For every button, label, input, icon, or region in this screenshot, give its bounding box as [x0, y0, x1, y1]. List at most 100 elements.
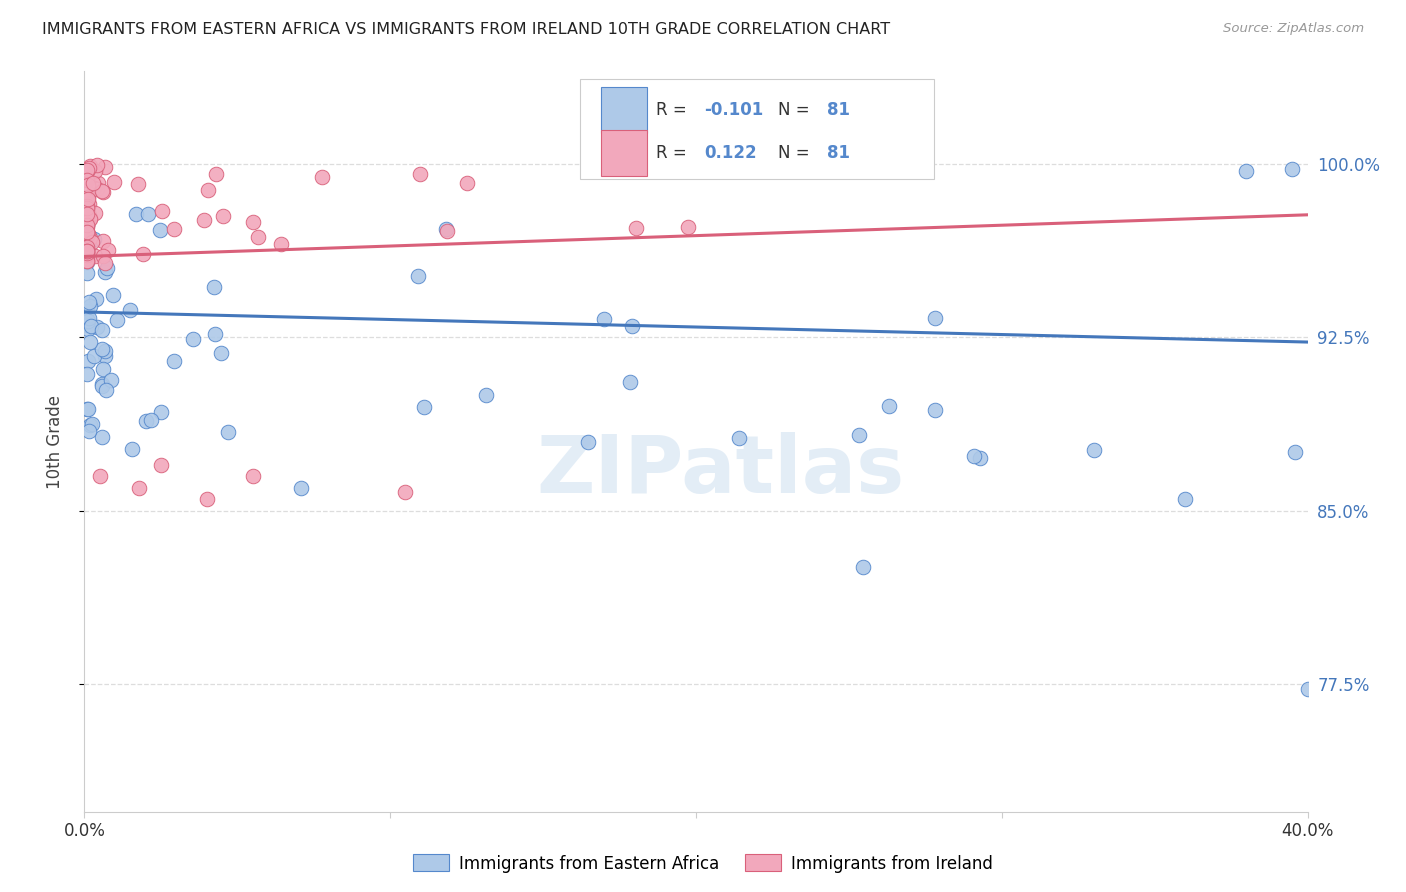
Point	[127, 177, 149, 191]
Point	[76, 226, 98, 240]
Point	[79, 234, 101, 248]
Point	[619, 375, 641, 389]
Point	[91, 234, 114, 248]
Point	[76, 401, 98, 416]
Point	[76, 235, 98, 250]
Point	[852, 559, 875, 574]
Point	[290, 481, 312, 495]
Point	[90, 379, 112, 393]
Point	[77, 161, 100, 175]
Point	[79, 231, 101, 245]
Point	[79, 311, 101, 326]
Point	[456, 176, 478, 190]
Text: R =: R =	[655, 144, 697, 161]
Point	[149, 223, 172, 237]
Point	[97, 244, 120, 258]
Point	[475, 388, 498, 402]
Point	[86, 158, 108, 172]
Point	[217, 425, 239, 439]
Point	[76, 242, 98, 256]
Point	[79, 211, 101, 225]
Point	[76, 242, 98, 256]
Point	[77, 192, 100, 206]
Point	[76, 244, 98, 259]
Point	[83, 249, 105, 263]
Point	[76, 254, 98, 268]
Point	[576, 434, 599, 449]
Point	[1236, 164, 1258, 178]
Point	[76, 304, 98, 318]
Point	[120, 302, 142, 317]
Point	[77, 178, 100, 193]
Point	[76, 237, 98, 252]
Point	[212, 209, 235, 223]
Point	[962, 449, 984, 463]
Point	[84, 164, 107, 178]
Point	[76, 170, 98, 185]
Point	[79, 211, 101, 226]
Point	[83, 232, 105, 246]
Point	[1296, 682, 1319, 697]
Point	[76, 199, 98, 213]
Point	[1281, 161, 1303, 176]
Point	[91, 342, 114, 356]
Text: N =: N =	[778, 144, 815, 161]
Point	[86, 320, 108, 334]
Point	[83, 349, 105, 363]
Point	[76, 202, 98, 217]
Text: Source: ZipAtlas.com: Source: ZipAtlas.com	[1223, 22, 1364, 36]
Text: IMMIGRANTS FROM EASTERN AFRICA VS IMMIGRANTS FROM IRELAND 10TH GRADE CORRELATION: IMMIGRANTS FROM EASTERN AFRICA VS IMMIGR…	[42, 22, 890, 37]
Text: ZIPatlas: ZIPatlas	[536, 432, 904, 510]
Point	[80, 417, 103, 432]
Point	[149, 458, 172, 472]
Point	[90, 430, 112, 444]
Point	[79, 318, 101, 333]
Point	[96, 260, 118, 275]
Point	[209, 346, 232, 360]
Point	[77, 227, 100, 242]
Point	[150, 405, 173, 419]
Point	[79, 208, 101, 222]
Point	[76, 190, 98, 204]
Point	[76, 200, 98, 214]
Point	[76, 244, 98, 258]
Point	[77, 322, 100, 336]
Point	[163, 221, 186, 235]
Point	[76, 244, 98, 258]
Point	[101, 287, 124, 301]
Point	[80, 235, 103, 249]
Point	[128, 481, 150, 495]
Point	[91, 362, 114, 376]
Point	[150, 204, 173, 219]
Point	[76, 354, 98, 368]
Text: 0.122: 0.122	[704, 144, 758, 161]
Point	[76, 314, 98, 328]
Point	[121, 442, 143, 456]
Point	[79, 299, 101, 313]
Point	[79, 417, 101, 432]
Point	[87, 176, 110, 190]
Point	[76, 163, 98, 178]
Text: -0.101: -0.101	[704, 101, 763, 119]
Point	[76, 191, 98, 205]
Point	[436, 224, 458, 238]
Point	[76, 219, 98, 233]
Point	[76, 255, 98, 269]
Point	[1083, 443, 1105, 458]
Text: N =: N =	[778, 101, 815, 119]
Point	[728, 431, 751, 445]
Point	[1174, 492, 1197, 507]
Point	[409, 167, 432, 181]
Point	[91, 323, 114, 337]
Point	[76, 164, 98, 178]
Point	[76, 164, 98, 178]
Point	[94, 349, 117, 363]
Point	[76, 217, 98, 231]
Point	[77, 295, 100, 310]
Point	[76, 266, 98, 280]
Point	[76, 201, 98, 215]
Point	[136, 207, 159, 221]
Point	[848, 428, 870, 442]
Point	[93, 343, 115, 358]
Point	[242, 215, 264, 229]
